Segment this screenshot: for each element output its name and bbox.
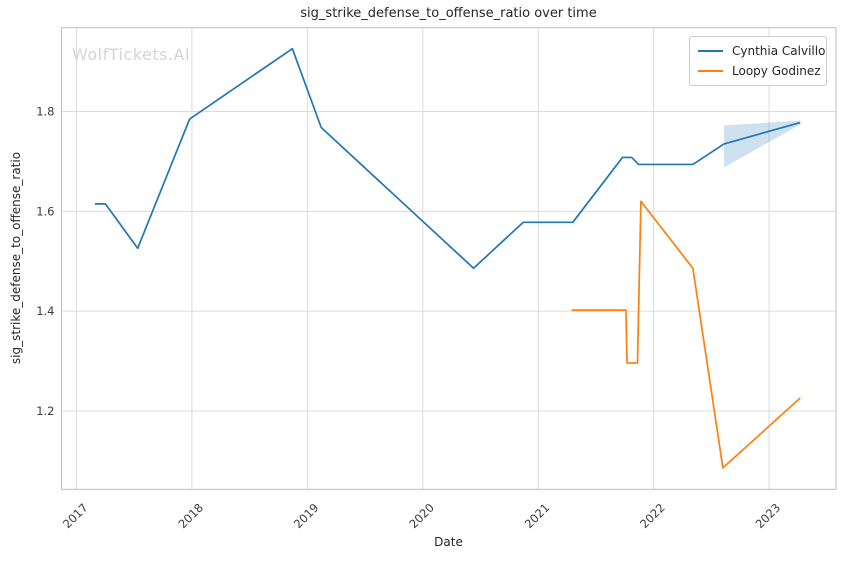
y-tick-label: 1.2: [36, 404, 54, 418]
y-axis-label: sig_strike_defense_to_offense_ratio: [9, 151, 23, 365]
y-tick-label: 1.4: [36, 304, 54, 318]
series-line-cynthia-calvillo: [94, 47, 801, 270]
legend-label: Cynthia Calvillo: [732, 44, 826, 58]
x-tick-label: 2021: [522, 501, 553, 532]
x-tick-label: 2018: [175, 501, 206, 532]
legend-line-swatch-blue: [698, 50, 723, 52]
plot-border: [61, 27, 837, 490]
x-tick-label: 2019: [291, 501, 322, 532]
x-tick-label: 2022: [637, 501, 668, 532]
y-tick-label: 1.8: [36, 105, 54, 119]
legend: Cynthia Calvillo Loopy Godinez: [689, 36, 827, 86]
watermark: WolfTickets.AI: [72, 45, 191, 64]
legend-item-cynthia-calvillo: Cynthia Calvillo: [698, 44, 825, 58]
legend-label: Loopy Godinez: [732, 64, 821, 78]
x-axis-label: Date: [434, 535, 463, 549]
y-tick-label: 1.6: [36, 204, 54, 218]
confidence-band: [724, 120, 801, 168]
legend-item-loopy-godinez: Loopy Godinez: [698, 64, 821, 78]
legend-line-swatch-orange: [698, 70, 723, 72]
series-line-loopy-godinez: [571, 200, 801, 469]
chart-title: sig_strike_defense_to_offense_ratio over…: [300, 6, 597, 21]
x-tick-label: 2017: [60, 501, 91, 532]
x-tick-label: 2023: [753, 501, 784, 532]
x-tick-label: 2020: [406, 501, 437, 532]
